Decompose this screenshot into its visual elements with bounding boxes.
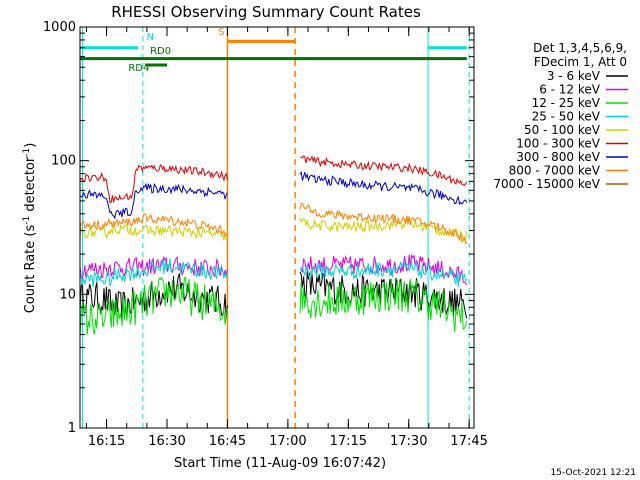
series-50-100-kev — [79, 217, 468, 242]
series-line — [299, 260, 468, 288]
series-line — [79, 276, 228, 338]
legend-header-line-2: FDecim 1, Att 0 — [534, 55, 627, 69]
legend-label: 50 - 100 keV — [524, 123, 601, 137]
y-axis-label: Count Rate (s-1 detector-1) — [22, 143, 38, 314]
series-line — [79, 223, 228, 241]
legend-label: 6 - 12 keV — [539, 83, 601, 97]
x-tick-label: 17:30 — [390, 434, 427, 449]
x-tick-label: 17:15 — [330, 434, 367, 449]
x-axis-label: Start Time (11-Aug-09 16:07:42) — [174, 456, 386, 471]
series-line — [79, 258, 228, 287]
y-tick-label: 100 — [51, 154, 76, 169]
plot-frame — [79, 26, 475, 429]
chart-title: RHESSI Observing Summary Count Rates — [111, 3, 421, 21]
footer-date: 15-Oct-2021 12:21 — [551, 468, 636, 478]
series-800-7000-kev — [79, 202, 468, 245]
legend-label: 3 - 6 keV — [547, 69, 601, 83]
y-axis: 1 10 100 1000 — [43, 20, 474, 436]
legend-label: 800 - 7000 keV — [509, 164, 601, 178]
y-tick-label: 10 — [59, 287, 76, 302]
x-axis: 16:15 16:30 16:45 17:00 17:15 17:30 17:45 — [85, 27, 488, 449]
saa-n-label: N — [146, 32, 153, 43]
x-tick-label: 16:15 — [88, 434, 125, 449]
series-line — [79, 164, 228, 204]
series-100-300-kev — [79, 155, 468, 204]
x-tick-label: 17:00 — [269, 434, 306, 449]
series-300-800-kev — [79, 171, 468, 220]
series-12-25-kev — [79, 276, 468, 338]
series-layer — [79, 155, 468, 338]
legend-label: 25 - 50 keV — [532, 110, 601, 124]
series-3-6-kev — [79, 271, 468, 321]
series-line — [79, 213, 228, 237]
y-tick-label: 1 — [68, 421, 76, 436]
legend-label: 7000 - 15000 keV — [493, 177, 600, 191]
y-tick-label: 1000 — [43, 20, 76, 35]
night-s-label: S — [218, 27, 224, 38]
legend-header-line-1: Det 1,3,4,5,6,9, — [533, 41, 627, 55]
series-line — [299, 278, 468, 333]
legend-label: 300 - 800 keV — [516, 150, 600, 164]
series-25-50-kev — [79, 258, 468, 288]
rd0-label: RD0 — [150, 46, 171, 57]
legend: Det 1,3,4,5,6,9, FDecim 1, Att 0 3 - 6 k… — [493, 41, 628, 191]
series-line — [300, 155, 468, 187]
series-line — [299, 217, 468, 242]
legend-label: 100 - 300 keV — [516, 137, 600, 151]
x-tick-label: 16:30 — [148, 434, 185, 449]
series-line — [299, 202, 468, 245]
series-line — [299, 271, 468, 319]
rd4-label: RD4 — [128, 63, 149, 74]
legend-label: 12 - 25 keV — [532, 96, 601, 110]
series-line — [299, 171, 468, 206]
series-line — [79, 182, 228, 220]
x-tick-label: 16:45 — [209, 434, 246, 449]
x-tick-label: 17:45 — [450, 434, 487, 449]
